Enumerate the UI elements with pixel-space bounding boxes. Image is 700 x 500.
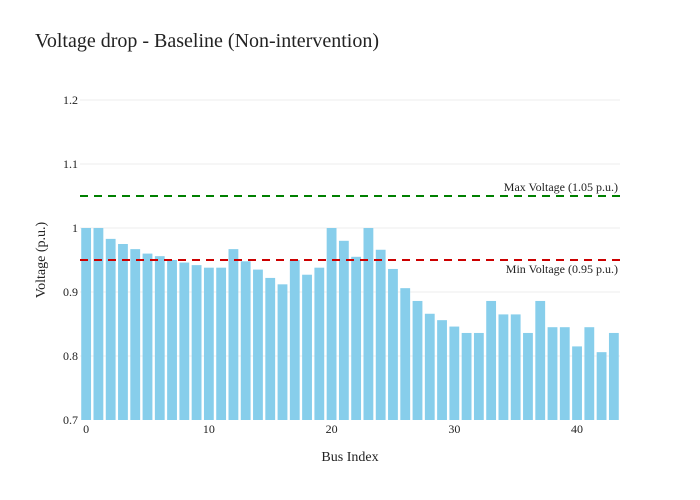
- bar: [486, 300, 497, 420]
- bar: [596, 352, 607, 420]
- x-tick-label: 20: [326, 422, 338, 436]
- y-tick-label: 1.2: [63, 93, 78, 107]
- x-axis-label: Bus Index: [321, 450, 378, 465]
- y-axis-label: Voltage (p.u.): [34, 221, 49, 298]
- bar: [81, 228, 92, 420]
- bar: [412, 300, 423, 420]
- reference-line-label: Min Voltage (0.95 p.u.): [506, 262, 618, 276]
- bar: [203, 267, 214, 420]
- y-tick-label: 0.9: [63, 285, 78, 299]
- bar: [400, 288, 411, 420]
- bar: [240, 261, 251, 420]
- x-tick-label: 30: [448, 422, 460, 436]
- bar: [167, 260, 177, 420]
- bar: [265, 277, 276, 420]
- x-tick-label: 10: [203, 422, 215, 436]
- bar: [547, 327, 558, 420]
- bar: [437, 320, 447, 420]
- bar: [302, 274, 312, 420]
- bar: [179, 262, 190, 420]
- bar: [424, 313, 435, 420]
- reference-line-label: Max Voltage (1.05 p.u.): [504, 180, 618, 194]
- y-tick-label: 0.8: [63, 349, 78, 363]
- bar: [289, 260, 300, 420]
- y-tick-label: 0.7: [63, 413, 78, 427]
- bar: [118, 244, 128, 420]
- bar: [461, 332, 472, 420]
- x-tick-label: 40: [571, 422, 583, 436]
- reference-lines: Max Voltage (1.05 p.u.) Min Voltage (0.95…: [80, 180, 620, 276]
- bar: [93, 228, 104, 420]
- bar: [228, 249, 239, 420]
- bar: [473, 332, 484, 420]
- bar: [216, 267, 227, 420]
- y-tick-label: 1: [72, 221, 78, 235]
- bar: [314, 267, 325, 420]
- x-tick-label: 0: [83, 422, 89, 436]
- bar: [351, 256, 362, 420]
- bars: [81, 228, 619, 420]
- bar: [326, 228, 337, 420]
- bar: [142, 253, 153, 420]
- bar: [498, 314, 509, 420]
- bar: [559, 327, 570, 420]
- bar: [584, 327, 595, 420]
- bar: [535, 300, 546, 420]
- bar: [375, 249, 386, 420]
- x-axis-ticks: 0 10 20 30 40: [83, 422, 583, 436]
- y-tick-label: 1.1: [63, 157, 78, 171]
- bar: [523, 332, 533, 420]
- bar: [388, 268, 398, 420]
- bar: [277, 284, 288, 420]
- bar: [608, 332, 619, 420]
- bar: [253, 269, 263, 420]
- bar: [130, 249, 141, 420]
- bar: [154, 256, 165, 420]
- bar: [572, 346, 582, 420]
- bar: [338, 240, 349, 420]
- bar: [449, 326, 460, 420]
- bar: [363, 228, 374, 420]
- chart-title: Voltage drop - Baseline (Non-interventio…: [35, 30, 379, 52]
- bar: [510, 314, 521, 420]
- y-axis-ticks: 0.7 0.8 0.9 1 1.1 1.2: [63, 93, 78, 427]
- bar: [191, 265, 202, 420]
- bar: [105, 238, 116, 420]
